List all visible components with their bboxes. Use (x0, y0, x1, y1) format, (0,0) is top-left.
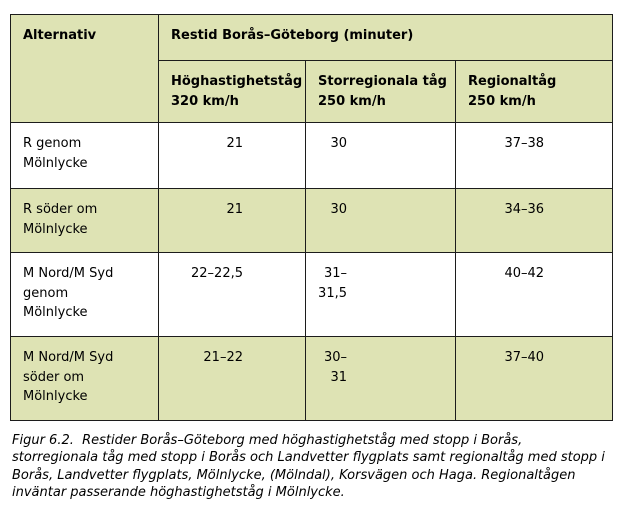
table-row: R genom Mölnlycke 21 30 37–38 (10, 122, 614, 189)
row-label: M Nord/M Syd söder om Mölnlycke (10, 336, 159, 421)
travel-time-table: Alternativ Restid Borås–Göteborg (minute… (10, 14, 614, 421)
cell-regional: 37–40 (454, 336, 614, 421)
cell-hst: 21 (158, 122, 306, 189)
table-row: M Nord/M Syd genom Mölnlycke 22–22,5 31–… (10, 252, 614, 337)
cell-storregional: 30 (305, 188, 456, 253)
column-header-storregionala-tag: Storregionala tåg 250 km/h (305, 60, 456, 123)
cell-regional: 37–38 (454, 122, 614, 189)
header-row-columns: Höghastighetståg 320 km/h Storregionala … (11, 60, 614, 123)
cell-hst: 21–22 (158, 336, 306, 421)
row-label: M Nord/M Syd genom Mölnlycke (10, 252, 159, 337)
table-row: R söder om Mölnlycke 21 30 34–36 (10, 188, 614, 253)
column-header-regionaltag: Regionaltåg 250 km/h (454, 60, 614, 123)
cell-hst: 22–22,5 (158, 252, 306, 337)
header-row-title: Alternativ Restid Borås–Göteborg (minute… (10, 14, 614, 123)
column-header-hoghastighetstag: Höghastighetståg 320 km/h (158, 60, 306, 123)
column-header-alternativ: Alternativ (10, 14, 159, 123)
figure-caption: Figur 6.2. Restider Borås–Göteborg med h… (12, 433, 605, 500)
table-row: M Nord/M Syd söder om Mölnlycke 21–22 30… (10, 336, 614, 421)
row-label: R genom Mölnlycke (10, 122, 159, 189)
cell-hst: 21 (158, 188, 306, 253)
table-title: Restid Borås–Göteborg (minuter) (157, 14, 614, 61)
cell-regional: 34–36 (454, 188, 614, 253)
cell-storregional: 30 (305, 122, 456, 189)
row-label: R söder om Mölnlycke (10, 188, 159, 253)
cell-storregional: 31–31,5 (305, 252, 456, 337)
cell-storregional: 30–31 (305, 336, 456, 421)
cell-regional: 40–42 (454, 252, 614, 337)
